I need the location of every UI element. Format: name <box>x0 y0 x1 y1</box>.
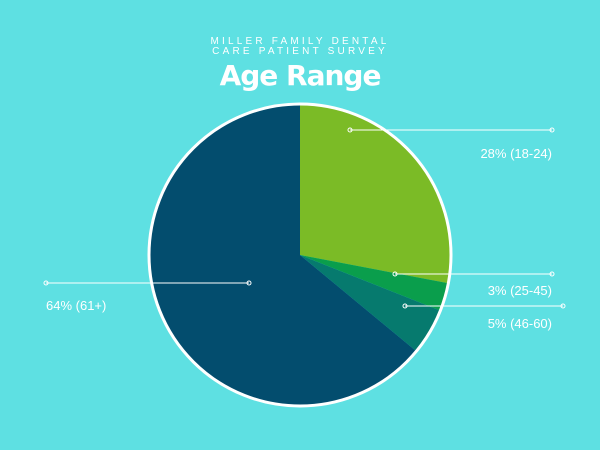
pie-border <box>147 102 453 408</box>
leader-dot-outer-61+ <box>43 280 49 286</box>
leader-dot-inner-25-45 <box>392 271 398 277</box>
pie-slice-18-24 <box>300 104 452 284</box>
slice-label-61+: 64% (61+) <box>46 298 106 313</box>
slice-label-46-60: 5% (46-60) <box>488 316 552 331</box>
chart-title: Age Range <box>220 59 381 92</box>
leader-dot-outer-25-45 <box>549 271 555 277</box>
leader-lines <box>43 127 566 309</box>
pie-slice-46-60 <box>300 255 441 352</box>
slice-label-25-45: 3% (25-45) <box>488 283 552 298</box>
leader-dot-inner-46-60 <box>402 303 408 309</box>
pie-slice-61+ <box>149 104 417 406</box>
leader-dot-outer-46-60 <box>560 303 566 309</box>
chart-subtitle-line-2: CARE PATIENT SURVEY <box>212 46 388 57</box>
leader-dot-inner-61+ <box>246 280 252 286</box>
leader-dot-outer-18-24 <box>549 127 555 133</box>
slice-label-18-24: 28% (18-24) <box>480 146 552 161</box>
pie-slices <box>149 104 452 406</box>
pie-slice-25-45 <box>300 255 449 311</box>
slice-labels: 28% (18-24) 3% (25-45) 5% (46-60) 64% (61+) <box>46 146 552 331</box>
chart-subtitle-line-1: MILLER FAMILY DENTAL <box>210 36 389 47</box>
leader-dot-inner-18-24 <box>347 127 353 133</box>
